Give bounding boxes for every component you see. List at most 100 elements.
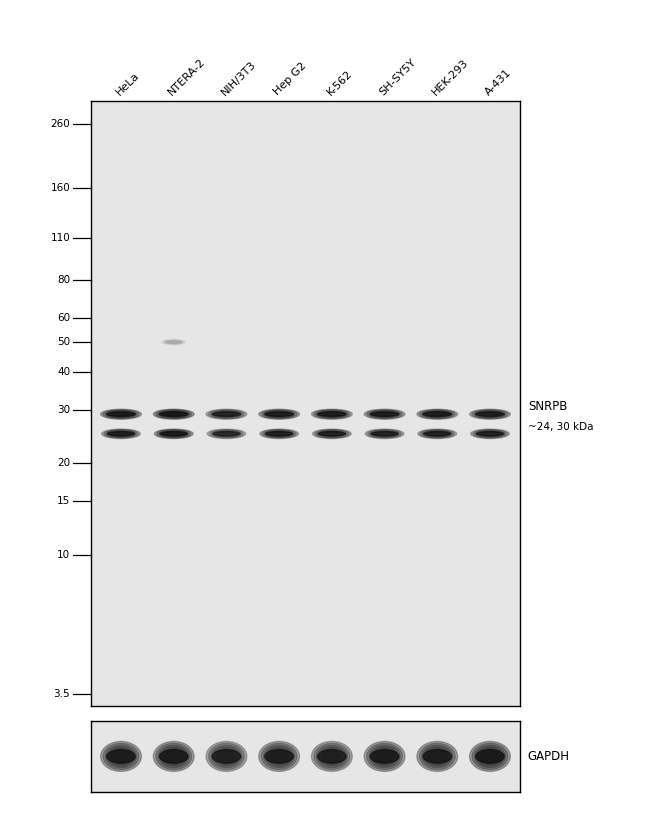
- Ellipse shape: [477, 411, 503, 417]
- Ellipse shape: [315, 429, 349, 438]
- Ellipse shape: [266, 411, 292, 417]
- Ellipse shape: [424, 432, 451, 436]
- Ellipse shape: [422, 430, 452, 438]
- Text: 60: 60: [57, 313, 70, 323]
- Ellipse shape: [111, 748, 132, 764]
- Ellipse shape: [317, 430, 346, 438]
- Ellipse shape: [211, 745, 242, 768]
- Ellipse shape: [313, 429, 351, 438]
- Ellipse shape: [266, 432, 292, 436]
- Ellipse shape: [271, 412, 287, 416]
- Ellipse shape: [153, 742, 194, 771]
- Text: 80: 80: [57, 275, 70, 285]
- Text: SNRPB: SNRPB: [528, 401, 567, 413]
- Ellipse shape: [103, 410, 139, 418]
- Ellipse shape: [259, 742, 300, 771]
- Ellipse shape: [160, 432, 187, 436]
- Ellipse shape: [214, 431, 239, 437]
- Ellipse shape: [370, 430, 399, 438]
- Ellipse shape: [317, 411, 347, 418]
- Ellipse shape: [429, 412, 445, 416]
- Ellipse shape: [374, 748, 395, 764]
- Ellipse shape: [164, 340, 183, 344]
- Ellipse shape: [473, 429, 507, 438]
- Ellipse shape: [158, 745, 189, 768]
- Ellipse shape: [477, 747, 503, 766]
- Ellipse shape: [166, 432, 181, 436]
- Ellipse shape: [113, 412, 129, 416]
- Ellipse shape: [218, 412, 235, 416]
- Ellipse shape: [476, 412, 504, 417]
- Ellipse shape: [482, 750, 498, 763]
- Ellipse shape: [430, 432, 445, 436]
- Ellipse shape: [324, 412, 340, 416]
- Ellipse shape: [260, 429, 298, 438]
- Ellipse shape: [318, 412, 346, 417]
- Ellipse shape: [424, 747, 450, 766]
- Ellipse shape: [419, 743, 455, 769]
- Ellipse shape: [472, 743, 508, 769]
- Ellipse shape: [321, 748, 343, 764]
- Ellipse shape: [318, 411, 345, 417]
- Ellipse shape: [265, 749, 293, 764]
- Ellipse shape: [364, 409, 405, 419]
- Ellipse shape: [101, 429, 140, 438]
- Ellipse shape: [324, 750, 340, 763]
- Ellipse shape: [476, 432, 504, 436]
- Ellipse shape: [207, 429, 246, 438]
- Ellipse shape: [158, 411, 189, 418]
- Ellipse shape: [206, 742, 247, 771]
- Ellipse shape: [374, 412, 395, 417]
- Text: Hep G2: Hep G2: [272, 61, 309, 97]
- Ellipse shape: [105, 411, 136, 418]
- Ellipse shape: [422, 411, 453, 418]
- Ellipse shape: [111, 431, 131, 436]
- Ellipse shape: [371, 432, 398, 436]
- Ellipse shape: [101, 742, 142, 771]
- Ellipse shape: [212, 412, 240, 417]
- Ellipse shape: [153, 409, 194, 419]
- Ellipse shape: [166, 412, 182, 416]
- Ellipse shape: [419, 410, 455, 418]
- Ellipse shape: [429, 750, 445, 763]
- Ellipse shape: [213, 411, 239, 417]
- Ellipse shape: [166, 750, 182, 763]
- Ellipse shape: [264, 411, 294, 418]
- Ellipse shape: [479, 412, 501, 417]
- Text: 260: 260: [51, 119, 70, 129]
- Ellipse shape: [104, 429, 138, 438]
- Ellipse shape: [163, 748, 185, 764]
- Ellipse shape: [372, 431, 397, 437]
- Ellipse shape: [206, 409, 247, 419]
- Ellipse shape: [105, 745, 136, 768]
- Ellipse shape: [314, 743, 350, 769]
- Ellipse shape: [168, 341, 180, 344]
- Ellipse shape: [101, 409, 142, 419]
- Ellipse shape: [311, 742, 352, 771]
- Ellipse shape: [367, 429, 402, 438]
- Ellipse shape: [474, 745, 506, 768]
- Ellipse shape: [370, 412, 399, 417]
- Ellipse shape: [108, 411, 134, 417]
- Text: 30: 30: [57, 405, 70, 415]
- Ellipse shape: [370, 749, 399, 764]
- Ellipse shape: [427, 431, 447, 436]
- Ellipse shape: [476, 749, 504, 764]
- Ellipse shape: [113, 432, 129, 436]
- Ellipse shape: [159, 412, 188, 417]
- Ellipse shape: [209, 429, 244, 438]
- Ellipse shape: [482, 432, 498, 436]
- Ellipse shape: [213, 432, 240, 436]
- Text: SH-SY5Y: SH-SY5Y: [378, 57, 418, 97]
- Ellipse shape: [271, 750, 287, 763]
- Ellipse shape: [469, 409, 510, 419]
- Ellipse shape: [425, 431, 450, 437]
- Ellipse shape: [261, 743, 297, 769]
- Ellipse shape: [421, 429, 454, 438]
- Ellipse shape: [156, 743, 192, 769]
- Ellipse shape: [364, 742, 405, 771]
- Ellipse shape: [422, 745, 453, 768]
- Ellipse shape: [216, 748, 237, 764]
- Ellipse shape: [159, 430, 188, 438]
- Ellipse shape: [426, 412, 448, 417]
